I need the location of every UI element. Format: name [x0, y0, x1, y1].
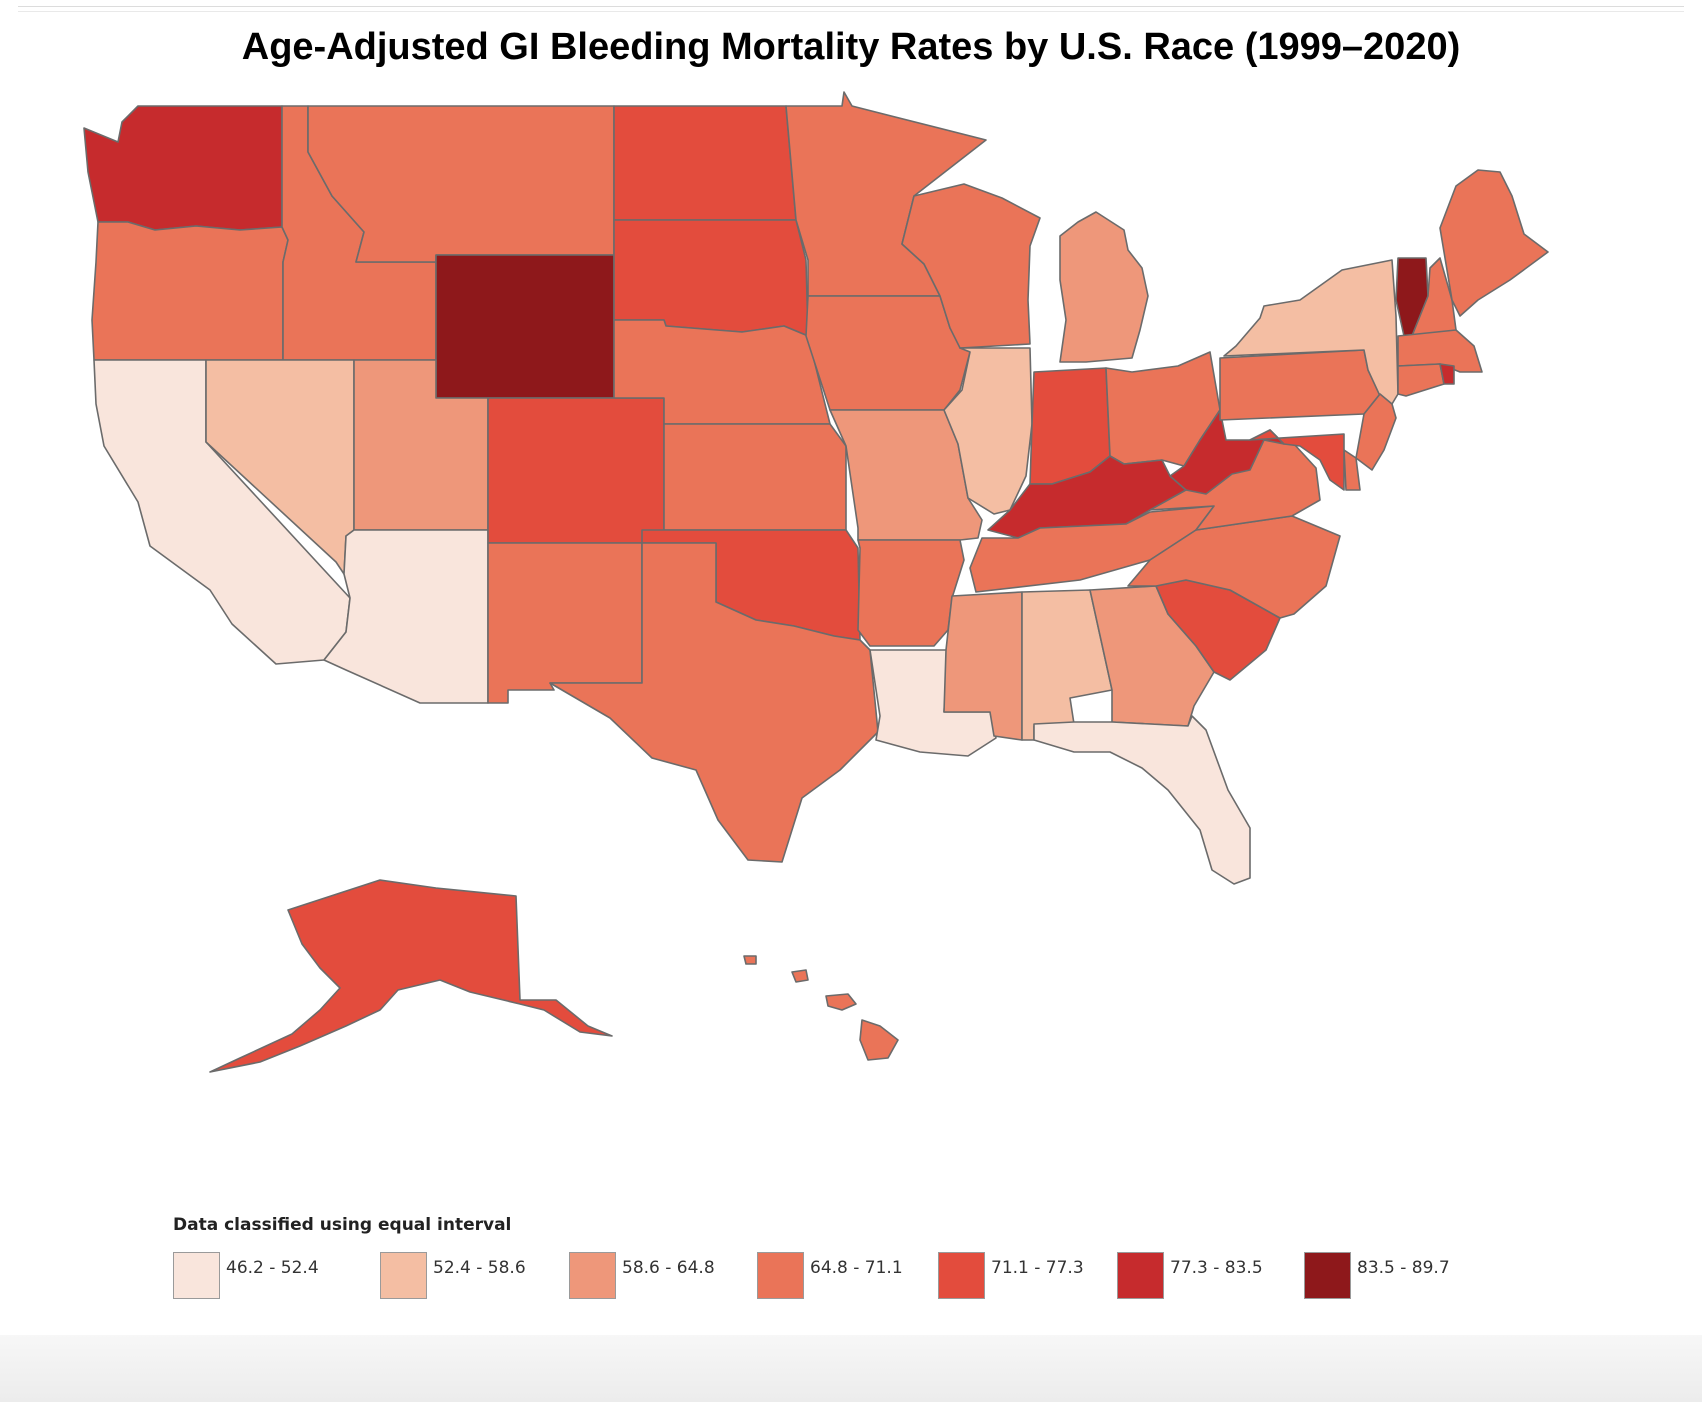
state-hawaii-big: [859, 1019, 899, 1061]
legend-label: 52.4 - 58.6: [433, 1258, 526, 1278]
legend-item-2: 52.4 - 58.6: [380, 1252, 526, 1300]
state-delaware: [1343, 449, 1361, 491]
legend-label: 46.2 - 52.4: [226, 1258, 319, 1278]
top-rule: [18, 6, 1684, 12]
state-connecticut: [1397, 363, 1445, 397]
legend-swatch: [938, 1252, 985, 1299]
window-bottom-strip: [0, 1335, 1702, 1402]
state-new-york: [1223, 259, 1399, 405]
state-pennsylvania: [1219, 349, 1381, 421]
legend-swatch: [757, 1252, 804, 1299]
state-maine: [1439, 169, 1549, 317]
state-illinois: [943, 347, 1033, 515]
state-maryland: [1249, 429, 1345, 491]
state-arkansas: [857, 539, 965, 647]
legend-label: 64.8 - 71.1: [810, 1258, 903, 1278]
legend-title: Data classified using equal interval: [173, 1215, 512, 1235]
state-alaska: [209, 879, 613, 1073]
legend-swatch: [173, 1252, 220, 1299]
legend-item-7: 83.5 - 89.7: [1304, 1252, 1450, 1300]
state-hawaii-oahu: [791, 969, 809, 983]
state-rhode-island: [1439, 363, 1455, 385]
state-north-dakota: [613, 105, 797, 221]
state-oregon: [91, 221, 289, 361]
legend-item-3: 58.6 - 64.8: [569, 1252, 715, 1300]
legend-item-6: 77.3 - 83.5: [1117, 1252, 1263, 1300]
state-arizona: [323, 529, 489, 704]
legend-label: 58.6 - 64.8: [622, 1258, 715, 1278]
legend-label: 77.3 - 83.5: [1170, 1258, 1263, 1278]
state-south-dakota: [613, 219, 809, 337]
map-title: Age-Adjusted GI Bleeding Mortality Rates…: [241, 26, 1461, 68]
legend-item-5: 71.1 - 77.3: [938, 1252, 1084, 1300]
state-california: [93, 359, 351, 665]
legend-swatch: [569, 1252, 616, 1299]
state-hawaii-maui: [825, 993, 857, 1011]
state-colorado: [487, 397, 665, 544]
state-kansas: [663, 423, 847, 531]
legend-label: 71.1 - 77.3: [991, 1258, 1084, 1278]
state-wisconsin: [901, 183, 1041, 349]
state-new-mexico: [487, 542, 643, 704]
state-washington: [83, 105, 283, 231]
legend-label: 83.5 - 89.7: [1357, 1258, 1450, 1278]
state-florida: [1033, 715, 1251, 885]
state-wyoming: [435, 254, 615, 399]
state-texas: [549, 542, 879, 863]
legend-item-4: 64.8 - 71.1: [757, 1252, 903, 1300]
legend-swatch: [380, 1252, 427, 1299]
legend-swatch: [1117, 1252, 1164, 1299]
state-hawaii-kauai: [743, 955, 757, 965]
legend-item-1: 46.2 - 52.4: [173, 1252, 319, 1300]
state-michigan: [1059, 211, 1149, 363]
legend-swatch: [1304, 1252, 1351, 1299]
state-new-jersey: [1355, 393, 1397, 471]
